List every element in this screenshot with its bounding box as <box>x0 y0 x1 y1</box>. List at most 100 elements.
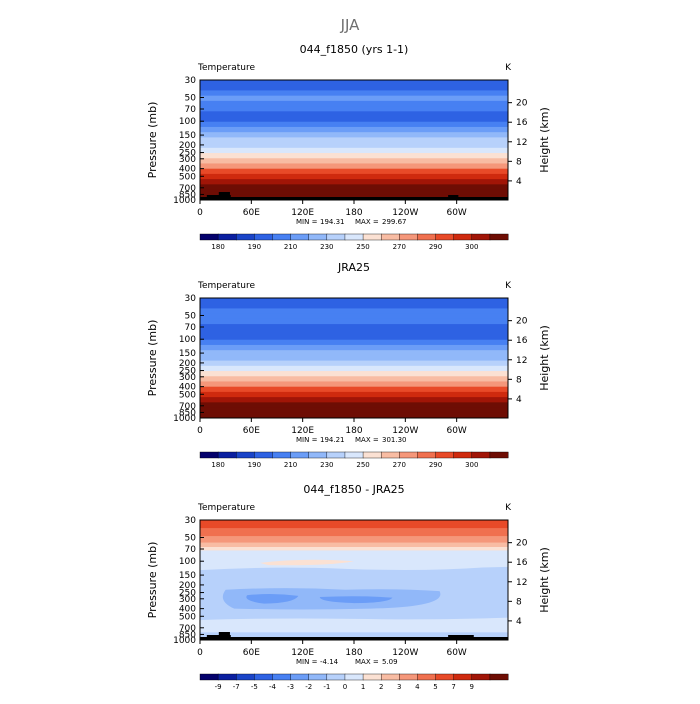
lon-tick-label: 120E <box>291 208 314 218</box>
lon-tick-label: 120W <box>392 648 418 658</box>
colorbar-swatch <box>272 233 292 241</box>
pressure-tick-label: 300 <box>179 373 196 383</box>
colorbar-label: 290 <box>429 243 442 251</box>
height-tick-label: 12 <box>516 578 527 588</box>
contour-band <box>200 313 508 320</box>
y-axis-title: Pressure (mb) <box>146 102 159 179</box>
colorbar-label: 1 <box>361 683 365 691</box>
variable-label: Temperature <box>197 281 255 291</box>
contour-band <box>200 391 508 398</box>
panel-1: 044_f1850 (yrs 1-1) Temperature K 30 50 70 100… <box>146 43 551 251</box>
colorbar-label: 230 <box>320 243 333 251</box>
pressure-tick-label: 150 <box>179 571 196 581</box>
panels: 044_f1850 (yrs 1-1)Temperature K305070100… <box>146 43 551 691</box>
pressure-tick-label: 150 <box>179 131 196 141</box>
lon-tick-label: 60W <box>446 208 466 218</box>
contour-band <box>200 355 508 362</box>
pressure-tick-label: 30 <box>185 76 197 86</box>
contour-band <box>200 308 508 315</box>
colorbar-swatch <box>362 451 382 459</box>
colorbar-swatch <box>380 673 400 681</box>
colorbar-swatch <box>399 451 418 459</box>
colorbar-swatch <box>435 673 455 681</box>
pressure-tick-label: 500 <box>179 172 196 182</box>
min-label: MIN = <box>296 658 318 666</box>
contour-band <box>200 407 508 414</box>
colorbar-swatch <box>199 673 219 681</box>
lon-tick-label: 180 <box>345 648 362 658</box>
variable-label: Temperature <box>197 63 255 73</box>
contour-band <box>200 173 508 180</box>
lon-tick-label: 120E <box>291 648 314 658</box>
lon-tick-label: 120W <box>392 208 418 218</box>
colorbar-label: 250 <box>356 461 369 469</box>
contour-band <box>200 137 508 144</box>
colorbar-swatch <box>435 233 455 241</box>
colorbar-swatch <box>290 451 310 459</box>
pressure-tick-label: 200 <box>179 359 196 369</box>
colorbar-swatch <box>362 673 382 681</box>
contour-band <box>200 303 508 309</box>
height-tick-label: 20 <box>516 99 528 109</box>
contour-band <box>200 168 508 175</box>
contour-band <box>200 360 508 367</box>
colorbar-swatch <box>254 451 273 459</box>
pressure-tick-label: 100 <box>179 117 196 127</box>
pressure-tick-label: 1000 <box>173 196 196 206</box>
lon-tick-label: 60E <box>243 426 260 436</box>
colorbar-swatch <box>471 451 491 459</box>
colorbar-swatch <box>362 233 382 241</box>
colorbar-swatch <box>399 233 418 241</box>
height-tick-label: 16 <box>516 336 528 346</box>
contour-band <box>200 298 508 304</box>
colorbar-swatch <box>435 451 455 459</box>
pressure-tick-label: 700 <box>179 624 196 634</box>
pressure-tick-label: 250 <box>179 367 196 377</box>
lon-tick-label: 60W <box>446 426 466 436</box>
colorbar-label: 0 <box>343 683 347 691</box>
pressure-tick-label: 400 <box>179 605 196 615</box>
panel-title: 044_f1850 (yrs 1-1) <box>300 43 409 56</box>
colorbar-label: -4 <box>269 683 277 691</box>
colorbar-label: 210 <box>284 243 297 251</box>
colorbar-swatch <box>308 451 328 459</box>
diff-band <box>200 536 508 544</box>
pressure-tick-label: 250 <box>179 149 196 159</box>
min-label: MIN = <box>296 218 318 226</box>
colorbar-label: 290 <box>429 461 442 469</box>
contour-band <box>200 132 508 138</box>
height-tick-label: 20 <box>516 539 528 549</box>
colorbar-swatch <box>453 233 473 241</box>
contour-band <box>200 179 508 185</box>
colorbar-label: 5 <box>433 683 437 691</box>
lon-tick-label: 0 <box>197 208 203 218</box>
colorbar-swatch <box>344 233 364 241</box>
height-tick-label: 8 <box>516 597 522 607</box>
contour-band <box>200 126 508 133</box>
colorbar-swatch <box>489 673 509 681</box>
contour-band <box>200 381 508 388</box>
terrain-andes <box>448 195 459 200</box>
pressure-tick-label: 700 <box>179 184 196 194</box>
height-tick-label: 16 <box>516 118 528 128</box>
contour-band <box>200 142 508 149</box>
colorbar-label: 300 <box>465 243 478 251</box>
min-value: 194.31 <box>320 218 345 226</box>
colorbar-swatch <box>471 233 491 241</box>
colorbar-swatch <box>453 451 473 459</box>
colorbar-swatch <box>290 233 310 241</box>
diff-band <box>200 542 508 548</box>
pressure-tick-label: 70 <box>185 323 197 333</box>
lon-tick-label: 120E <box>291 426 314 436</box>
contour-band <box>200 344 508 351</box>
pressure-tick-label: 70 <box>185 105 197 115</box>
diff-band <box>200 520 508 529</box>
contour-band <box>200 90 508 97</box>
colorbar-label: 2 <box>379 683 383 691</box>
contour-band <box>200 158 508 164</box>
contour-band <box>200 111 508 118</box>
contour-band <box>200 95 508 102</box>
colorbar-swatch <box>308 233 328 241</box>
height-tick-label: 4 <box>516 617 522 627</box>
terrain-highland <box>218 632 230 640</box>
